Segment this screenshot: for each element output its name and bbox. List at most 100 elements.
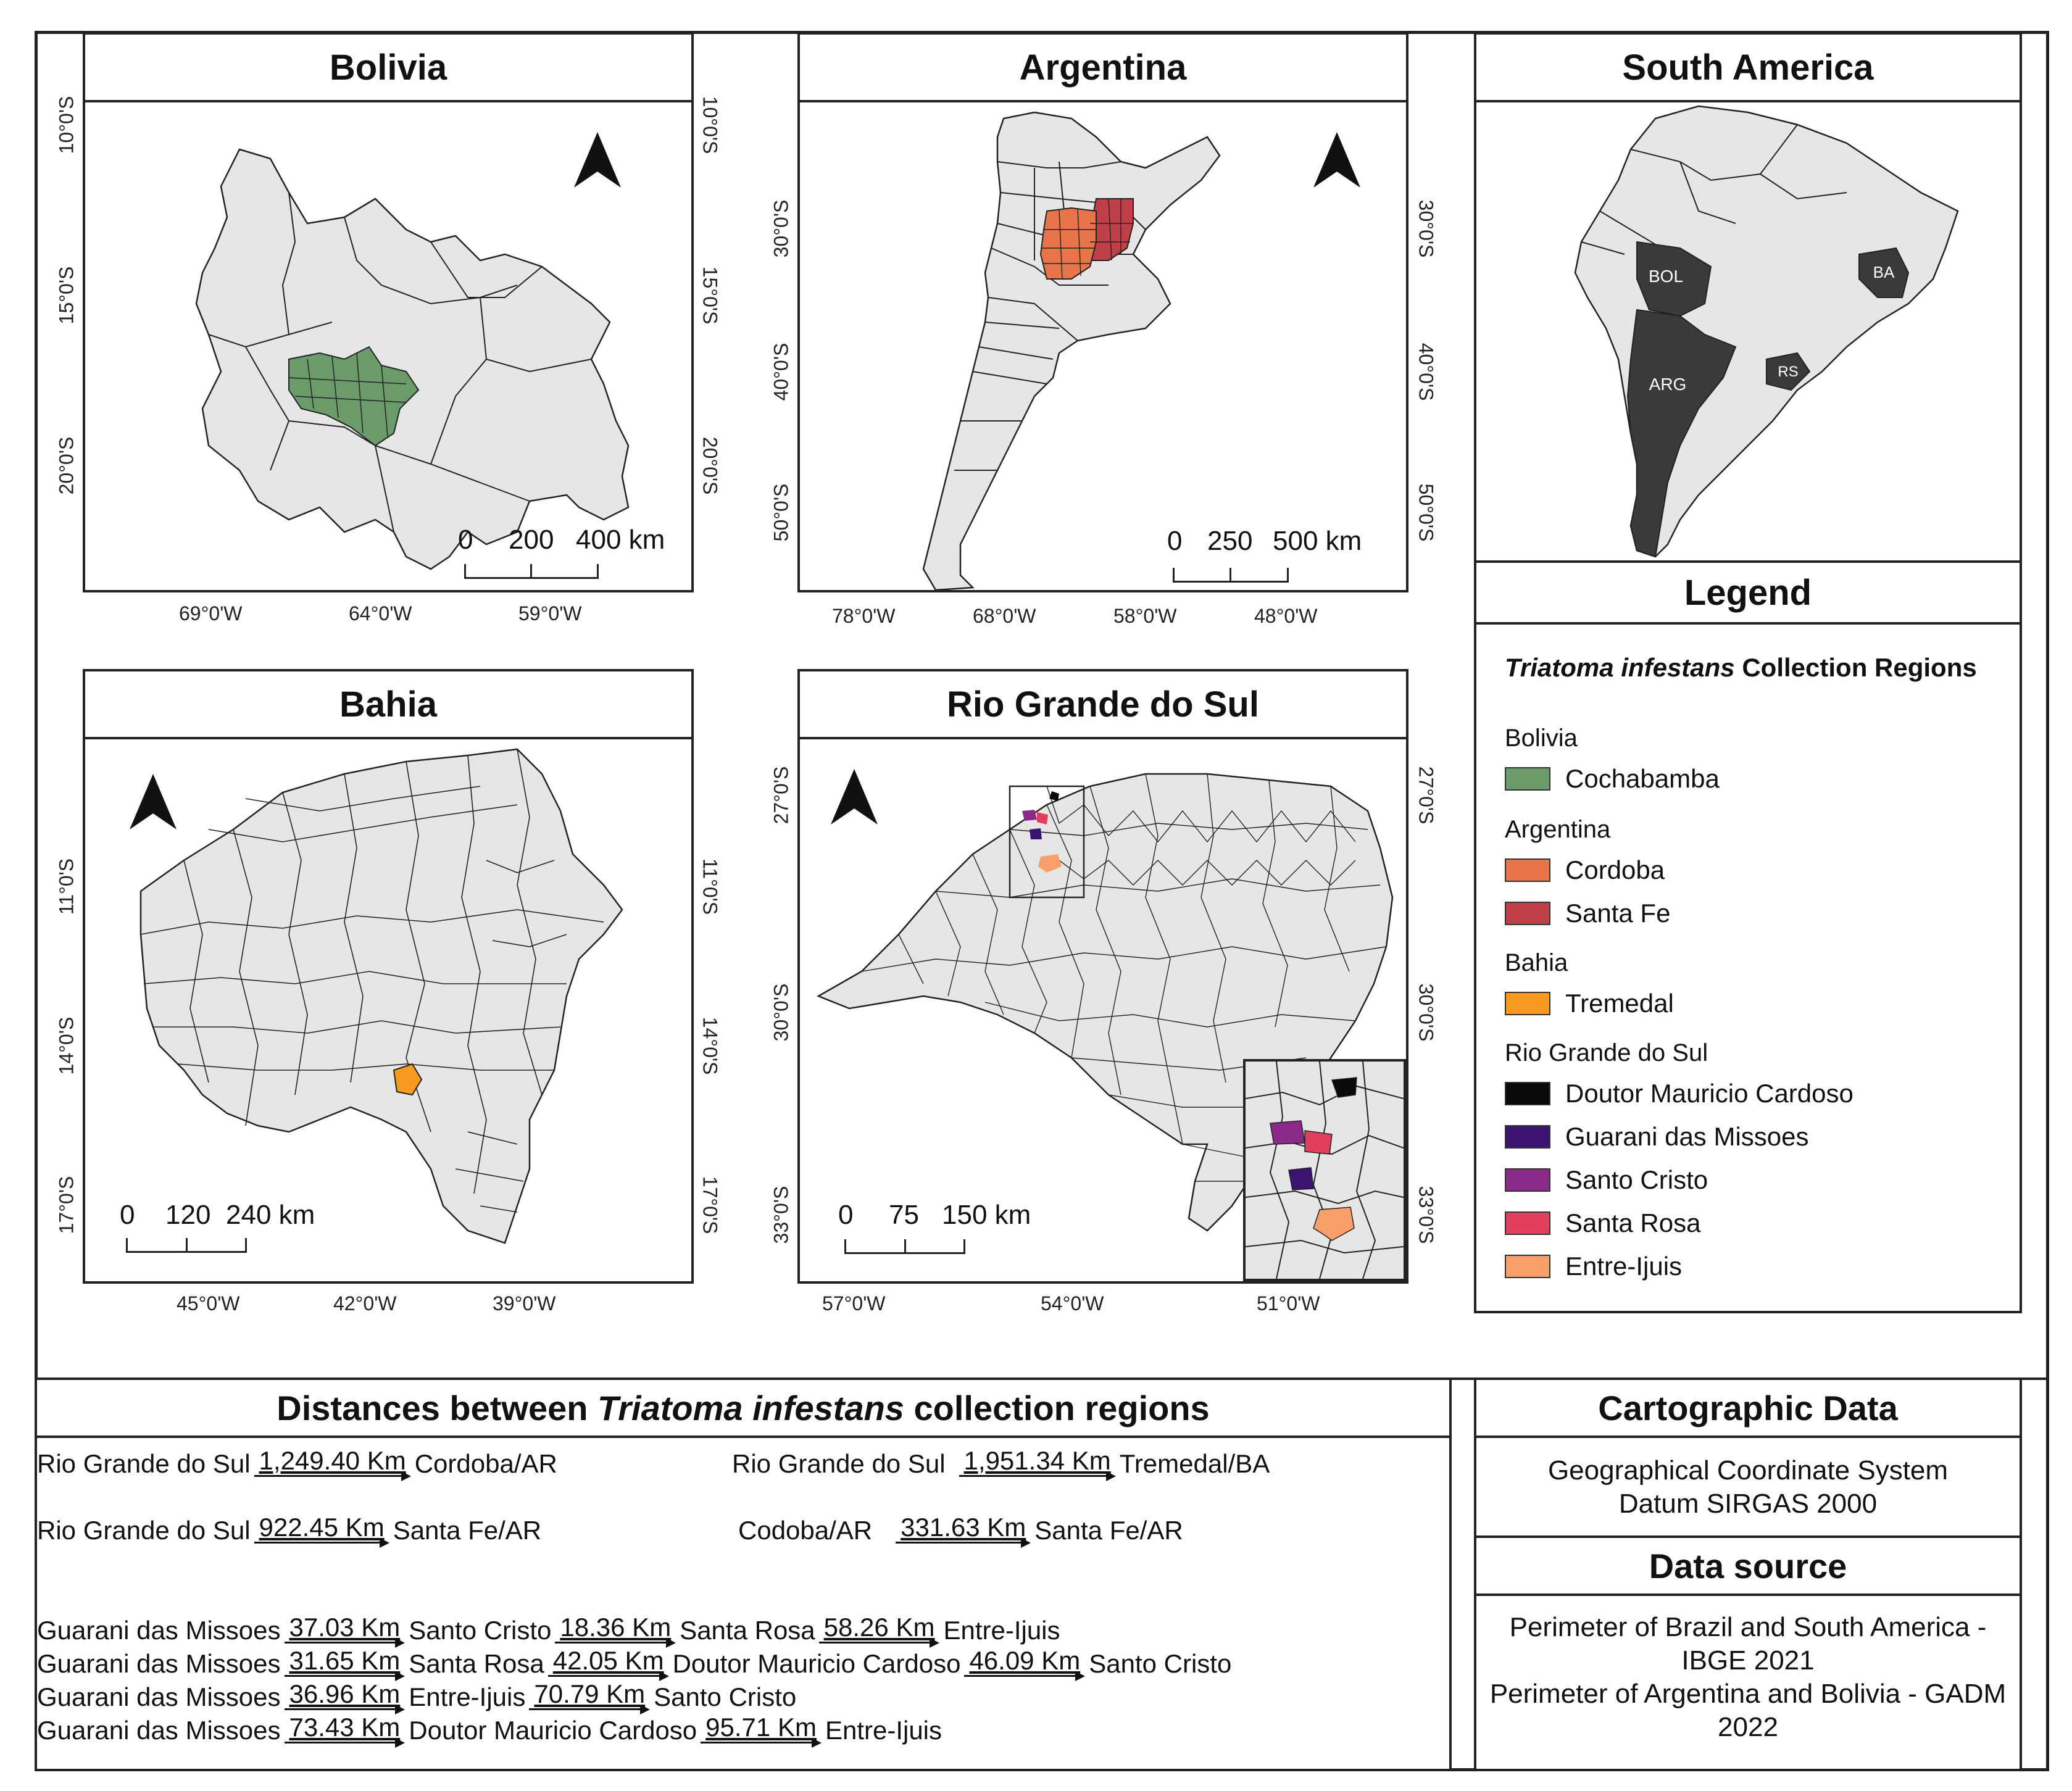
bahia-map-svg xyxy=(139,748,623,1244)
rio-grande-do-sul-highlight xyxy=(1766,352,1811,391)
distance-origin: Guarani das Missoes xyxy=(37,1649,281,1678)
inset-santa-rosa xyxy=(1304,1130,1333,1155)
distance-destination: Santo Cristo xyxy=(654,1682,797,1711)
distance-arrow: 46.09 Km xyxy=(964,1648,1085,1681)
south-america-map-svg: BOL BA RS ARG xyxy=(1574,105,1959,558)
distance-destination: Santa Fe/AR xyxy=(393,1516,542,1545)
distance-row: Guarani das Missoes 31.65 Km Santa Rosa … xyxy=(37,1648,1232,1681)
data-source-title: Data source xyxy=(1476,1538,2020,1596)
bahia-lat-right-2: 17°0'S xyxy=(699,1176,722,1234)
legend-item-doutor-mauricio-cardoso: Doutor Mauricio Cardoso xyxy=(1505,1079,1854,1108)
scale-label-end: 150 km xyxy=(942,1200,1031,1230)
cartographic-line-1: Datum SIRGAS 2000 xyxy=(1618,1489,1878,1519)
scale-bar-tick xyxy=(530,564,532,579)
distance-arrow: 37.03 Km xyxy=(284,1614,406,1648)
rs-lat-left-2: 33°0'S xyxy=(770,1186,793,1244)
cartographic-panel: Cartographic Data Geographical Coordinat… xyxy=(1474,1378,2022,1538)
distance-origin: Rio Grande do Sul xyxy=(37,1516,251,1545)
distance-arrow: 31.65 Km xyxy=(284,1648,406,1681)
distance-destination: Santo Cristo xyxy=(1089,1649,1232,1678)
north-arrow-icon xyxy=(831,769,878,828)
argentina-country-shape xyxy=(922,111,1221,591)
argentina-highlight xyxy=(1626,309,1737,558)
distance-row: Guarani das Missoes 37.03 Km Santo Crist… xyxy=(37,1613,1060,1648)
distance-value: 18.36 Km xyxy=(560,1613,672,1642)
south-america-continent xyxy=(1574,105,1959,558)
distance-origin: Codoba/AR xyxy=(738,1516,873,1545)
legend-item-label: Cochabamba xyxy=(1565,764,1720,793)
distance-arrow: 18.36 Km xyxy=(555,1613,676,1648)
cartographic-title: Cartographic Data xyxy=(1476,1380,2020,1438)
scale-label-mid: 75 xyxy=(889,1200,919,1230)
argentina-lon-0: 78°0'W xyxy=(832,605,896,627)
distance-row: Rio Grande do Sul 1,249.40 Km Cordoba/AR xyxy=(37,1448,557,1481)
bahia-title: Bahia xyxy=(85,671,691,739)
rs-lat-right-1: 30°0'S xyxy=(1415,983,1438,1042)
bolivia-map: 0 200 400 km xyxy=(85,100,691,590)
inset-guarani-das-missoes xyxy=(1288,1167,1314,1191)
legend-item-label: Doutor Mauricio Cardoso xyxy=(1565,1079,1854,1108)
bahia-municipalities xyxy=(140,749,604,1213)
bolivia-panel: Bolivia 0 200 400 xyxy=(83,32,694,592)
scale-bar-tick xyxy=(904,1239,906,1254)
distance-stop: Doutor Mauricio Cardoso xyxy=(672,1649,961,1678)
rio-grande-do-sul-title: Rio Grande do Sul xyxy=(800,671,1406,739)
distance-destination: Cordoba/AR xyxy=(414,1449,557,1478)
bahia-lat-left-0: 11°0'S xyxy=(55,858,78,915)
bolivia-lat-left-0: 10°0'S xyxy=(55,96,78,154)
distances-title-species: Triatoma infestans xyxy=(597,1388,904,1427)
distances-panel: Distances between Triatoma infestans col… xyxy=(35,1378,1452,1771)
legend-item-santa-rosa: Santa Rosa xyxy=(1505,1208,1700,1238)
cochabamba-provinces xyxy=(288,352,407,437)
argentina-lon-1: 68°0'W xyxy=(973,605,1036,627)
argentina-lat-right-0: 30°0'S xyxy=(1415,199,1438,258)
legend-swatch xyxy=(1505,992,1550,1015)
bahia-lat-right-0: 11°0'S xyxy=(699,858,722,915)
legend-swatch xyxy=(1505,767,1550,791)
distance-row: Rio Grande do Sul 922.45 Km Santa Fe/AR xyxy=(37,1515,542,1548)
distance-stop: Santa Rosa xyxy=(409,1649,544,1678)
region-label-bol: BOL xyxy=(1649,267,1683,286)
cordoba-region xyxy=(1039,207,1097,280)
distance-arrow: 70.79 Km xyxy=(529,1681,650,1714)
distance-arrow: 58.26 Km xyxy=(818,1614,940,1648)
bolivia-lat-right-0: 10°0'S xyxy=(699,96,722,154)
legend-swatch xyxy=(1505,1082,1550,1105)
distance-arrow: 1,951.34 Km xyxy=(959,1448,1116,1481)
south-america-map: BOL BA RS ARG xyxy=(1476,100,2020,560)
rs-doutor-mauricio-cardoso xyxy=(1049,791,1059,801)
rs-lon-0: 57°0'W xyxy=(822,1292,886,1315)
rio-grande-do-sul-panel: Rio Grande do Sul xyxy=(797,669,1408,1284)
scale-label-0: 0 xyxy=(120,1200,135,1230)
bahia-lon-0: 45°0'W xyxy=(177,1292,240,1315)
bolivia-title: Bolivia xyxy=(85,35,691,102)
legend-item-guarani-das-missoes: Guarani das Missoes xyxy=(1505,1122,1809,1152)
legend-group-rio-grande-do-sul: Rio Grande do Sul xyxy=(1505,1039,1708,1066)
rs-inset-box xyxy=(1009,785,1085,899)
scale-label-mid: 200 xyxy=(509,525,554,555)
bolivia-highlight xyxy=(1636,241,1712,317)
south-america-borders xyxy=(1581,124,1847,255)
north-arrow-icon xyxy=(1313,132,1360,191)
bolivia-lat-left-2: 20°0'S xyxy=(55,436,78,495)
distance-arrow: 36.96 Km xyxy=(284,1681,406,1714)
legend-item-cordoba: Cordoba xyxy=(1505,855,1665,885)
rs-santa-rosa xyxy=(1037,812,1048,825)
rs-lat-right-0: 27°0'S xyxy=(1415,766,1438,825)
data-source-line-1: IBGE 2021 xyxy=(1681,1645,1815,1676)
distance-value: 95.71 Km xyxy=(705,1713,817,1742)
region-label-rs: RS xyxy=(1778,364,1798,380)
legend-panel: Legend Triatoma infestans Collection Reg… xyxy=(1474,560,2022,1313)
scale-label-0: 0 xyxy=(1167,526,1183,556)
argentina-lon-2: 58°0'W xyxy=(1113,605,1177,627)
distance-stop: Doutor Mauricio Cardoso xyxy=(409,1716,697,1745)
distance-arrow: 922.45 Km xyxy=(254,1515,389,1548)
north-arrow-icon xyxy=(130,774,177,833)
rs-lat-left-1: 30°0'S xyxy=(770,983,793,1042)
distance-stop: Santo Cristo xyxy=(409,1616,552,1645)
bolivia-lon-0: 69°0'W xyxy=(179,602,243,625)
distance-origin: Guarani das Missoes xyxy=(37,1716,281,1745)
rs-lon-2: 51°0'W xyxy=(1257,1292,1320,1315)
bahia-map: 0 120 240 km xyxy=(85,737,691,1281)
tremedal-region xyxy=(393,1063,423,1096)
